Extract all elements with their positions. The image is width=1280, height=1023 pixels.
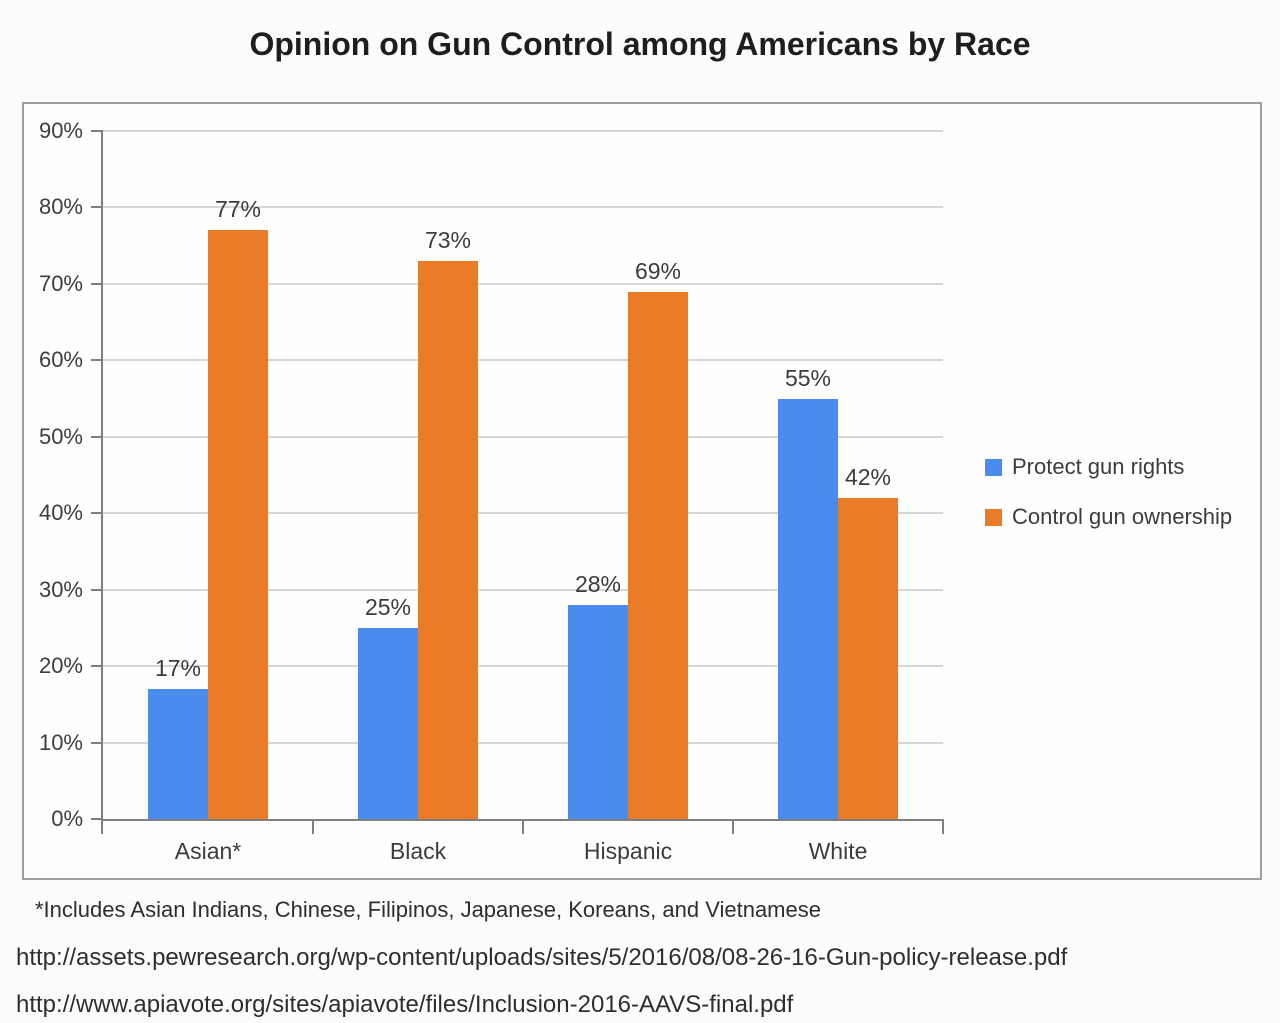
x-axis-label-black: Black — [389, 838, 447, 864]
bar-control-gun-ownership-asian — [208, 230, 268, 819]
legend-item-protect-gun-rights: Protect gun rights — [985, 454, 1232, 480]
x-axis-tick-mark — [522, 819, 524, 834]
x-axis-tick-mark — [101, 819, 103, 834]
data-label-protect-gun-rights-black: 25% — [364, 594, 412, 620]
bar-protect-gun-rights-hispanic — [568, 605, 628, 819]
gridline-50 — [103, 436, 943, 438]
data-label-control-gun-ownership-white: 42% — [844, 464, 892, 490]
y-axis-tick-mark — [91, 283, 103, 285]
gridline-40 — [103, 512, 943, 514]
gridline-20 — [103, 665, 943, 667]
x-axis-label-white: White — [808, 838, 868, 864]
source-url-2: http://www.apiavote.org/sites/apiavote/f… — [16, 991, 794, 1018]
gridlines — [103, 130, 943, 819]
y-axis-label: 0% — [51, 806, 83, 831]
y-axis-tick-mark — [91, 206, 103, 208]
y-axis-tick-mark — [91, 436, 103, 438]
gridline-60 — [103, 359, 943, 361]
data-label-protect-gun-rights-asian: 17% — [154, 655, 202, 681]
legend: Protect gun rights Control gun ownership — [985, 454, 1232, 530]
chart-frame: 17% 77% Asian* 25% 73% Black 28% 69% Hispanic 55%… — [22, 102, 1262, 880]
gridline-10 — [103, 742, 943, 744]
y-axis-tick-mark — [91, 742, 103, 744]
y-axis-label: 60% — [38, 347, 83, 372]
y-axis-label: 70% — [38, 271, 83, 296]
y-axis-tick-mark — [91, 130, 103, 132]
y-axis-tick-mark — [91, 589, 103, 591]
bar-control-gun-ownership-hispanic — [628, 292, 688, 819]
y-axis-tick-mark — [91, 818, 103, 820]
bar-protect-gun-rights-black — [358, 628, 418, 819]
y-axis-label: 10% — [38, 730, 83, 755]
data-label-control-gun-ownership-asian: 77% — [214, 196, 262, 222]
x-axis-tick-mark — [312, 819, 314, 834]
x-axis-tick-mark — [942, 819, 944, 834]
y-axis-tick-mark — [91, 512, 103, 514]
gridline-90 — [103, 130, 943, 132]
legend-swatch-control-gun-ownership — [985, 508, 1002, 526]
y-axis-tick-mark — [91, 665, 103, 667]
gridline-70 — [103, 283, 943, 285]
bar-protect-gun-rights-white — [778, 399, 838, 819]
data-label-protect-gun-rights-white: 55% — [784, 365, 832, 391]
y-axis-label: 40% — [38, 500, 83, 525]
legend-label-protect-gun-rights: Protect gun rights — [1012, 454, 1185, 479]
x-axis-label-asian: Asian* — [174, 838, 242, 864]
bar-control-gun-ownership-black — [418, 261, 478, 819]
x-axis-label-hispanic: Hispanic — [583, 838, 673, 864]
bar-groups: 17% 77% Asian* 25% 73% Black 28% 69% Hispanic 55%… — [103, 131, 943, 864]
y-axis-tick-mark — [91, 359, 103, 361]
data-label-control-gun-ownership-black: 73% — [424, 227, 472, 253]
data-label-control-gun-ownership-hispanic: 69% — [634, 258, 682, 284]
gridline-30 — [103, 589, 943, 591]
gridline-80 — [103, 206, 943, 208]
chart-title: Opinion on Gun Control among Americans b… — [249, 26, 1031, 62]
y-axis-label: 20% — [38, 653, 83, 678]
y-axis-label: 50% — [38, 424, 83, 449]
y-axis-label: 30% — [38, 577, 83, 602]
footnote: *Includes Asian Indians, Chinese, Filipi… — [35, 897, 821, 922]
y-axis-line — [101, 131, 103, 821]
x-axis-tick-mark — [732, 819, 734, 834]
legend-item-control-gun-ownership: Control gun ownership — [985, 504, 1232, 530]
bar-protect-gun-rights-asian — [148, 689, 208, 819]
legend-label-control-gun-ownership: Control gun ownership — [1012, 504, 1233, 529]
data-label-protect-gun-rights-hispanic: 28% — [574, 571, 622, 597]
source-url-1: http://assets.pewresearch.org/wp-content… — [16, 944, 1068, 971]
plot-area: 17% 77% Asian* 25% 73% Black 28% 69% Hispanic 55%… — [39, 118, 944, 864]
y-axis-label: 90% — [38, 118, 83, 143]
legend-swatch-protect-gun-rights — [985, 458, 1002, 476]
bar-control-gun-ownership-white — [838, 498, 898, 819]
y-axis-label: 80% — [38, 194, 83, 219]
